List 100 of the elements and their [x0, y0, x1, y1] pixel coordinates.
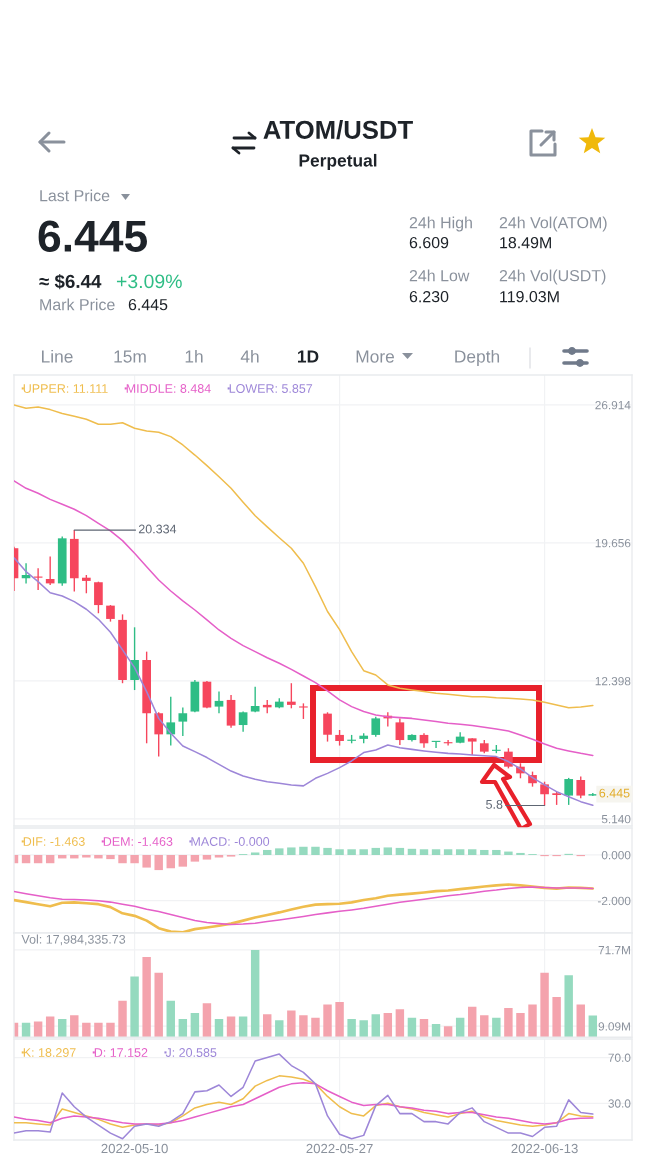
- bar: [564, 975, 573, 1038]
- bar: [94, 1022, 103, 1038]
- bar: [419, 1019, 429, 1038]
- bar: [70, 854, 79, 859]
- bar: [323, 847, 332, 855]
- text: 15m: [114, 350, 146, 363]
- bar: [154, 972, 163, 1038]
- bar: [238, 1016, 248, 1038]
- bar: [504, 1008, 513, 1038]
- bar: [106, 1022, 115, 1038]
- bar: [468, 849, 477, 855]
- text: 6.445: [38, 220, 147, 252]
- bar: [250, 949, 260, 1038]
- bar: [226, 1016, 236, 1038]
- candlestick: [250, 685, 260, 713]
- line-series: [14, 1075, 594, 1129]
- candlestick: [166, 696, 176, 747]
- bar: [359, 849, 368, 855]
- y-tick-label: 19.656: [595, 539, 631, 548]
- y-tick-label: 71.7M: [598, 946, 630, 955]
- x-tick-label: 2022-05-27: [306, 1143, 373, 1154]
- bar: [130, 854, 139, 864]
- text: 4h: [240, 349, 259, 363]
- candlestick: [154, 711, 164, 758]
- bar: [516, 1012, 525, 1038]
- bar: [431, 849, 441, 855]
- candlestick: [94, 580, 103, 614]
- y-tick-label: 5.140: [601, 815, 631, 824]
- y-tick-label: -2.000: [597, 896, 631, 906]
- text: Mark Price: [40, 298, 115, 311]
- bar: [45, 1016, 55, 1038]
- bar: [407, 848, 417, 855]
- bar: [154, 854, 163, 871]
- bar: [33, 854, 43, 864]
- legend-label: UPPER: 11.111: [23, 384, 108, 393]
- legend-label: MIDDLE: 8.484: [126, 384, 211, 393]
- bar: [504, 851, 513, 855]
- bar: [70, 1015, 79, 1038]
- bar: [383, 847, 393, 855]
- text: 18.49M: [500, 236, 551, 249]
- bar: [576, 1004, 585, 1038]
- bar: [371, 847, 380, 855]
- bar: [214, 854, 224, 858]
- bar: [178, 854, 188, 867]
- line-series: [14, 404, 594, 709]
- bar: [407, 1017, 417, 1038]
- bar: [275, 848, 284, 855]
- text: 6.609: [409, 236, 449, 249]
- y-tick-label: 70.0: [608, 1053, 631, 1062]
- bar: [516, 852, 525, 855]
- bar: [443, 849, 453, 855]
- bar: [371, 1014, 380, 1038]
- candlestick: [130, 626, 139, 691]
- bar: [492, 849, 501, 855]
- bar: [540, 972, 549, 1038]
- line-series: [14, 886, 594, 926]
- bar: [275, 1020, 284, 1038]
- bar: [359, 1020, 368, 1038]
- candlestick: [82, 574, 91, 594]
- bar: [347, 1019, 356, 1038]
- text: Last Price: [40, 189, 110, 202]
- annotation: 5.8: [486, 799, 503, 809]
- text: Perpetual: [299, 153, 377, 171]
- y-tick-label: 12.398: [595, 677, 631, 686]
- bar: [383, 1012, 393, 1038]
- bar: [455, 1017, 465, 1038]
- text: 1D: [298, 350, 319, 363]
- bar: [335, 1001, 344, 1038]
- candlestick: [45, 555, 55, 586]
- bar: [118, 854, 127, 864]
- bar: [263, 1014, 272, 1038]
- legend-label: DIF: -1.463: [23, 837, 85, 846]
- candlestick: [540, 781, 549, 807]
- bar: [250, 852, 260, 855]
- bar: [419, 849, 429, 855]
- bar: [190, 1012, 200, 1038]
- bar: [287, 1010, 296, 1038]
- bar: [480, 849, 489, 855]
- bar: [166, 1000, 175, 1038]
- text: 119.03M: [500, 290, 559, 303]
- bar: [142, 956, 151, 1038]
- text: 24h Vol(ATOM): [499, 216, 607, 232]
- bar: [263, 849, 272, 855]
- candlestick: [323, 711, 332, 743]
- bar: [130, 976, 139, 1038]
- x-tick-label: 2022-06-13: [511, 1143, 578, 1154]
- bar: [443, 1026, 453, 1038]
- bar: [287, 847, 296, 855]
- text: +3.09%: [116, 274, 182, 289]
- bar: [528, 1004, 537, 1038]
- candlestick: [564, 777, 574, 806]
- bar: [323, 1004, 332, 1038]
- text: 24h High: [409, 216, 472, 232]
- y-tick-label: 26.914: [595, 401, 631, 410]
- legend-label: D: 17.152: [94, 1048, 148, 1057]
- bar: [82, 1022, 91, 1038]
- bar: [202, 854, 212, 860]
- y-tick-label: 30.0: [608, 1099, 631, 1108]
- bar: [299, 846, 308, 855]
- candlestick: [178, 706, 188, 737]
